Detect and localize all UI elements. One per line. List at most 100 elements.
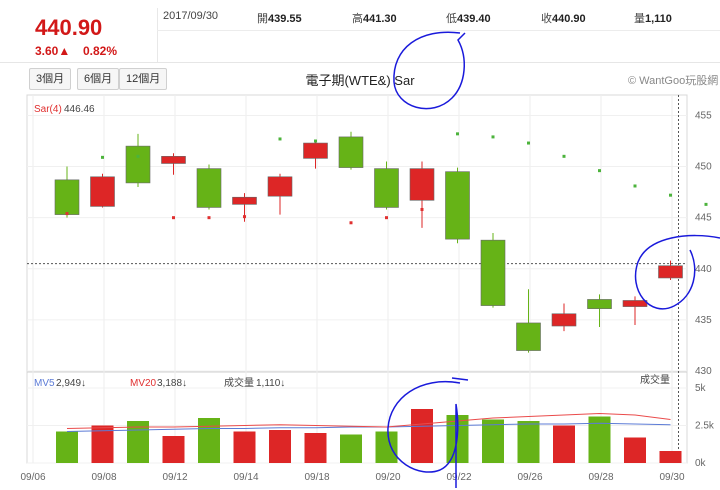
- range-3m-button[interactable]: 3個月: [29, 68, 72, 90]
- volume-label: 量: [634, 13, 645, 25]
- volume-bar: [340, 434, 362, 463]
- x-tick-label: 09/06: [20, 472, 45, 483]
- candle-body: [622, 300, 648, 307]
- volume-bar: [553, 425, 575, 463]
- range-6m-button[interactable]: 6個月: [77, 68, 120, 90]
- candle-body: [658, 265, 683, 279]
- volume-bar: [624, 437, 646, 463]
- sar-dot: [207, 216, 211, 220]
- sar-dot: [314, 139, 317, 143]
- candle-body: [516, 322, 541, 351]
- candle-body: [303, 142, 328, 159]
- candle-body: [374, 168, 399, 208]
- candle-body: [90, 176, 115, 207]
- mv20-legend-value: 3,188↓: [157, 378, 187, 389]
- x-tick-label: 09/30: [659, 472, 684, 483]
- mv20-legend-label: MV20: [130, 378, 157, 389]
- candle-body: [232, 196, 257, 205]
- candle-body: [409, 168, 435, 201]
- sar-dot: [456, 132, 459, 136]
- annotation-circle-top: [393, 31, 466, 110]
- volume-axis-title: 成交量: [640, 373, 670, 386]
- price-box: 440.90 3.60▲ 0.82%: [27, 8, 158, 62]
- sar-dot: [349, 221, 353, 225]
- volume-bar: [588, 416, 611, 463]
- copyright: © WantGoo玩股網: [628, 75, 719, 87]
- sar-dot: [527, 141, 530, 145]
- candle-body: [551, 313, 577, 327]
- volume-info: 量1,110: [634, 10, 672, 26]
- candle-body: [445, 171, 470, 240]
- sar-dot: [669, 193, 672, 197]
- x-tick-label: 09/08: [91, 472, 116, 483]
- price-tick-label: 430: [695, 366, 712, 377]
- price-tick-label: 450: [695, 162, 712, 173]
- volume-bar: [375, 431, 398, 463]
- candle-body: [125, 145, 151, 184]
- x-tick-label: 09/20: [375, 472, 400, 483]
- candle-body: [338, 136, 364, 168]
- volume-legend-label: 成交量: [224, 376, 254, 389]
- candle-body: [587, 299, 612, 309]
- volume-bar: [162, 436, 185, 463]
- open-value: 439.55: [268, 13, 302, 25]
- candle-body: [161, 156, 186, 164]
- volume-tick-label: 2.5k: [695, 421, 715, 432]
- volume-bar: [198, 418, 220, 463]
- price-change: 3.60▲: [35, 44, 71, 58]
- x-tick-label: 09/14: [233, 472, 258, 483]
- sar-dot: [562, 154, 566, 158]
- high-info: 高441.30: [352, 10, 397, 26]
- volume-bar: [233, 431, 256, 463]
- volume-bar: [91, 425, 114, 463]
- volume-tick-label: 5k: [695, 383, 707, 394]
- candle-body: [480, 239, 506, 306]
- sar-dot: [704, 202, 708, 206]
- x-tick-label: 09/22: [446, 472, 471, 483]
- annotation-circle-right: [634, 234, 720, 310]
- mv5-legend-label: MV5: [34, 378, 55, 389]
- low-info: 低439.40: [446, 10, 491, 26]
- high-label: 高: [352, 13, 363, 25]
- x-tick-label: 09/18: [304, 472, 329, 483]
- sar-legend-value: 446.46: [64, 104, 95, 115]
- volume-tick-label: 0k: [695, 458, 707, 469]
- close-label: 收: [541, 13, 552, 25]
- volume-bar: [304, 433, 327, 463]
- close-value: 440.90: [552, 13, 586, 25]
- price-change-percent: 0.82%: [83, 44, 118, 58]
- x-tick-label: 09/28: [588, 472, 613, 483]
- last-price: 440.90: [35, 15, 103, 40]
- volume-bar: [127, 421, 149, 463]
- mv5-line: [66, 412, 671, 429]
- header-divider: [157, 30, 720, 31]
- low-label: 低: [446, 13, 457, 25]
- open-label: 開: [257, 13, 268, 25]
- volume-bar: [659, 451, 682, 463]
- volume-bar: [411, 409, 433, 463]
- chart-title: 電子期(WTE&) Sar: [305, 73, 415, 88]
- sar-dot: [491, 135, 495, 139]
- range-12m-button[interactable]: 12個月: [119, 68, 168, 90]
- x-tick-label: 09/26: [517, 472, 542, 483]
- x-tick-label: 09/12: [162, 472, 187, 483]
- sar-dot: [243, 215, 246, 219]
- volume-legend-value: 1,110↓: [256, 378, 285, 389]
- chart-grid: 09/06 09/08 09/12 09/14 09/18 09/20 09/22 09/26…: [20, 94, 715, 483]
- price-tick-label: 440: [695, 264, 712, 275]
- price-tick-label: 455: [695, 110, 712, 121]
- quote-date: 2017/09/30: [163, 10, 219, 22]
- sar-dot: [101, 155, 104, 159]
- candle-body: [54, 179, 80, 215]
- volume-value: 1,110: [645, 13, 672, 25]
- sar-dot: [385, 216, 388, 220]
- sar-dot: [598, 169, 601, 173]
- volume-bar: [56, 431, 78, 463]
- sar-dot: [278, 137, 282, 141]
- sar-dot: [633, 184, 637, 188]
- price-tick-label: 435: [695, 315, 712, 326]
- sar-legend-label: Sar(4): [34, 104, 62, 115]
- close-info: 收440.90: [541, 10, 586, 26]
- sar-dot: [65, 212, 69, 216]
- open-info: 開439.55: [257, 10, 302, 26]
